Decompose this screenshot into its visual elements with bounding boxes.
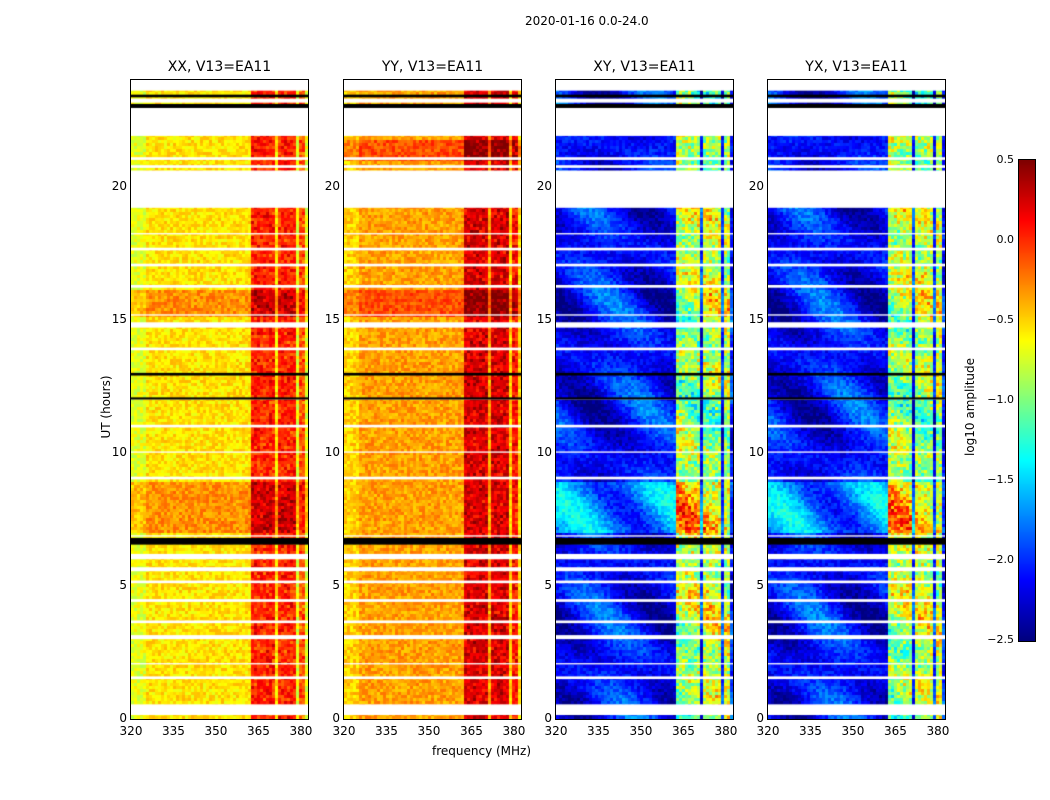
y-tick-label: 20 bbox=[748, 178, 764, 193]
panel-title: YY, V13=EA11 bbox=[381, 59, 484, 75]
heatmap-panel bbox=[767, 79, 946, 720]
x-tick-label: 350 bbox=[841, 724, 865, 738]
x-tick-label: 335 bbox=[799, 724, 822, 738]
heatmap-panel bbox=[343, 79, 522, 720]
y-tick-label: 10 bbox=[111, 444, 127, 459]
x-tick-label: 380 bbox=[289, 724, 313, 738]
panel-title: XY, V13=EA11 bbox=[593, 59, 696, 75]
x-tick-label: 320 bbox=[119, 724, 143, 738]
y-tick-label: 0 bbox=[756, 711, 764, 725]
y-tick-label: 20 bbox=[111, 178, 127, 193]
y-tick-label: 5 bbox=[332, 577, 340, 592]
x-tick-label: 365 bbox=[459, 724, 483, 738]
y-tick-label: 15 bbox=[536, 311, 552, 326]
y-tick-label: 10 bbox=[748, 444, 764, 459]
y-axis-label: UT (hours) bbox=[99, 375, 113, 439]
x-tick-label: 335 bbox=[587, 724, 610, 738]
y-tick-label: 10 bbox=[324, 444, 340, 459]
heatmap-panel bbox=[555, 79, 734, 720]
y-tick-label: 0 bbox=[119, 711, 127, 725]
x-tick-label: 380 bbox=[714, 724, 738, 738]
y-tick-label: 20 bbox=[324, 178, 340, 193]
y-tick-label: 15 bbox=[324, 311, 340, 326]
colorbar-tick: −1.5 bbox=[987, 473, 1014, 486]
colorbar bbox=[1018, 159, 1036, 642]
y-tick-label: 20 bbox=[536, 178, 552, 193]
colorbar-tick: −2.0 bbox=[987, 553, 1014, 566]
x-tick-label: 350 bbox=[204, 724, 228, 738]
suptitle: 2020-01-16 0.0-24.0 bbox=[525, 14, 649, 28]
x-tick-label: 320 bbox=[756, 724, 780, 738]
x-tick-label: 365 bbox=[883, 724, 907, 738]
colorbar-tick: 0.5 bbox=[996, 153, 1015, 166]
x-tick-label: 320 bbox=[332, 724, 356, 738]
x-tick-label: 365 bbox=[671, 724, 695, 738]
y-tick-label: 5 bbox=[544, 577, 552, 592]
y-tick-label: 0 bbox=[544, 711, 552, 725]
heatmap-panel bbox=[130, 79, 309, 720]
x-tick-label: 380 bbox=[926, 724, 950, 738]
y-tick-label: 5 bbox=[119, 577, 127, 592]
y-tick-label: 15 bbox=[111, 311, 127, 326]
x-tick-label: 350 bbox=[629, 724, 653, 738]
y-tick-label: 10 bbox=[536, 444, 552, 459]
colorbar-tick: −2.5 bbox=[987, 633, 1014, 646]
colorbar-tick: −1.0 bbox=[987, 393, 1014, 406]
x-tick-label: 380 bbox=[502, 724, 526, 738]
x-tick-label: 335 bbox=[162, 724, 185, 738]
colorbar-tick: 0.0 bbox=[996, 233, 1015, 246]
colorbar-tick: −0.5 bbox=[987, 313, 1014, 326]
x-tick-label: 365 bbox=[246, 724, 270, 738]
panel-title: YX, V13=EA11 bbox=[805, 59, 908, 75]
y-tick-label: 5 bbox=[756, 577, 764, 592]
y-tick-label: 0 bbox=[332, 711, 340, 725]
y-tick-label: 15 bbox=[748, 311, 764, 326]
panel-title: XX, V13=EA11 bbox=[167, 59, 272, 75]
colorbar-label: log10 amplitude bbox=[963, 358, 977, 457]
x-tick-label: 350 bbox=[417, 724, 441, 738]
x-axis-label: frequency (MHz) bbox=[432, 744, 532, 758]
x-tick-label: 335 bbox=[375, 724, 398, 738]
x-tick-label: 320 bbox=[544, 724, 568, 738]
